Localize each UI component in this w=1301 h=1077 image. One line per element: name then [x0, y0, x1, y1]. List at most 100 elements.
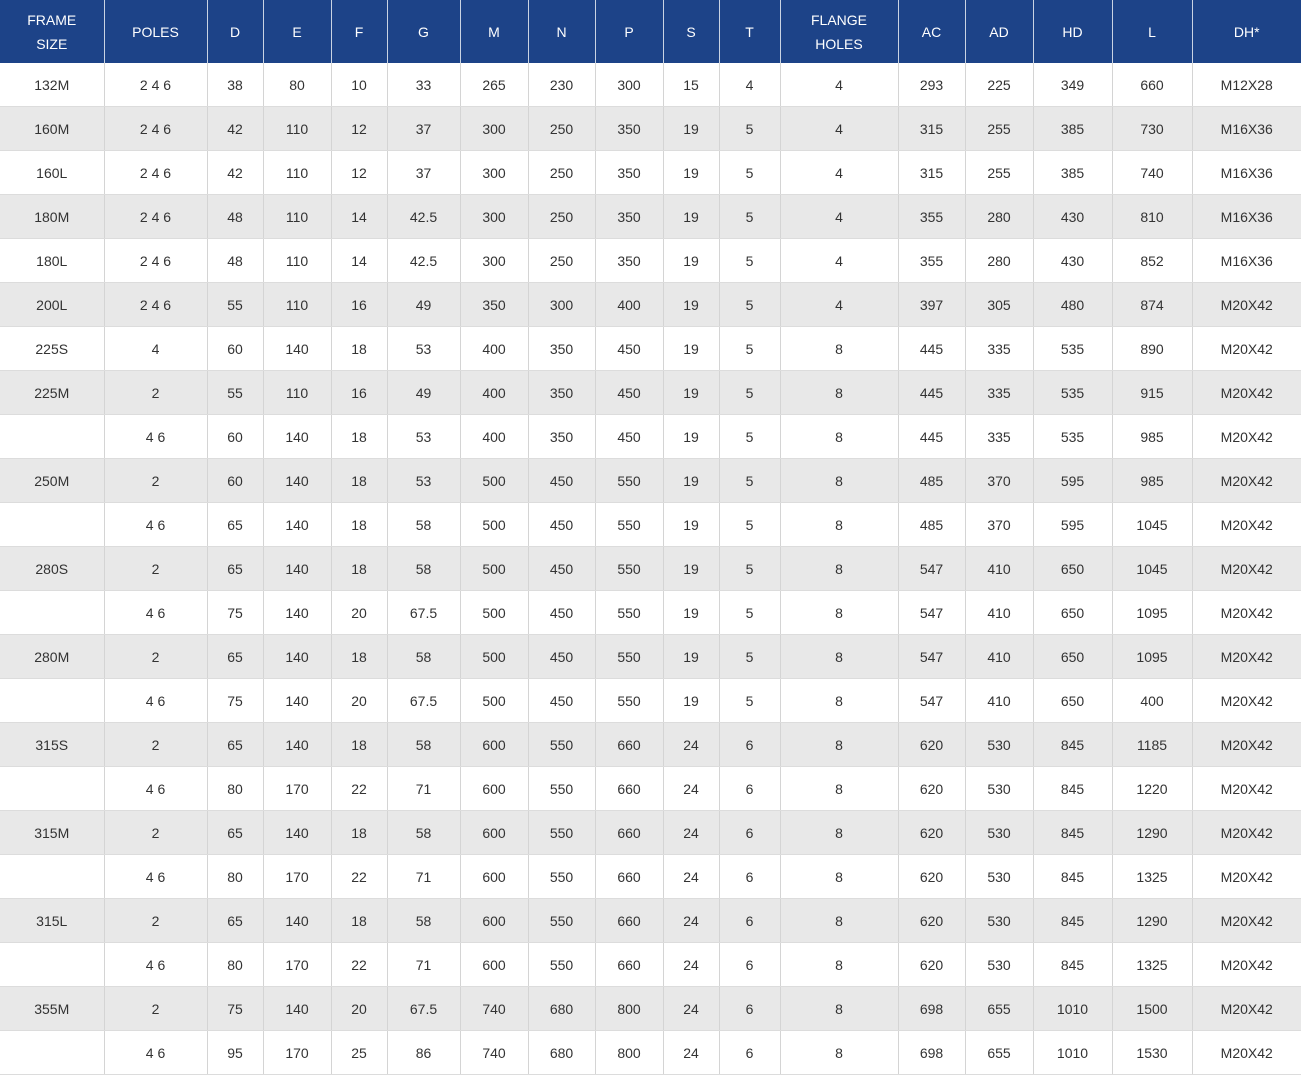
table-cell: M20X42 — [1192, 590, 1301, 635]
column-header: HD — [1033, 0, 1113, 63]
table-cell: 600 — [460, 898, 529, 943]
table-cell: 140 — [263, 634, 332, 679]
table-cell: 445 — [898, 326, 966, 371]
table-cell: 8 — [780, 678, 899, 723]
table-cell: 19 — [663, 194, 720, 239]
table-cell: 500 — [460, 634, 529, 679]
table-cell: 5 — [719, 194, 781, 239]
table-cell: 19 — [663, 502, 720, 547]
column-header: N — [528, 0, 596, 63]
table-cell: 140 — [263, 546, 332, 591]
table-cell: 698 — [898, 986, 966, 1031]
table-cell: 16 — [331, 282, 388, 327]
table-cell: 660 — [595, 722, 664, 767]
table-cell: 71 — [387, 766, 461, 811]
table-row: 355M 2 75 140 20 67.5 740 680 800 24 6 8 698 655 1010 1… — [0, 986, 1301, 1031]
table-cell: 86 — [387, 1030, 461, 1075]
table-cell: 650 — [1033, 546, 1113, 591]
table-cell: 660 — [595, 766, 664, 811]
table-cell: 550 — [595, 546, 664, 591]
column-header: S — [663, 0, 720, 63]
table-cell: 355 — [898, 194, 966, 239]
table-cell: 315S — [0, 722, 105, 767]
table-cell: 200L — [0, 282, 105, 327]
table-cell: 335 — [965, 326, 1034, 371]
table-cell: 8 — [780, 810, 899, 855]
table-cell: 2 — [104, 898, 208, 943]
table-cell: 5 — [719, 590, 781, 635]
table-cell: 550 — [528, 766, 596, 811]
table-cell: 2 — [104, 634, 208, 679]
column-header: G — [387, 0, 461, 63]
table-cell: 80 — [207, 854, 264, 899]
table-cell: 535 — [1033, 326, 1113, 371]
table-cell: 6 — [719, 986, 781, 1031]
table-cell: 500 — [460, 590, 529, 635]
table-cell: 19 — [663, 590, 720, 635]
table-cell: 6 — [719, 722, 781, 767]
table-cell: 4 6 — [104, 678, 208, 723]
table-cell: M20X42 — [1192, 414, 1301, 459]
table-cell: 335 — [965, 414, 1034, 459]
table-cell: 535 — [1033, 414, 1113, 459]
table-cell: 67.5 — [387, 590, 461, 635]
table-cell: 450 — [528, 502, 596, 547]
table-cell: 5 — [719, 546, 781, 591]
table-cell: 845 — [1033, 722, 1113, 767]
table-cell: M20X42 — [1192, 326, 1301, 371]
table-cell: 140 — [263, 898, 332, 943]
table-cell: 698 — [898, 1030, 966, 1075]
column-header: P — [595, 0, 664, 63]
table-cell: 4 — [780, 106, 899, 151]
table-cell: M12X28 — [1192, 63, 1301, 107]
table-cell: 740 — [460, 986, 529, 1031]
table-cell: 65 — [207, 634, 264, 679]
table-cell: 19 — [663, 150, 720, 195]
table-cell: 5 — [719, 502, 781, 547]
table-cell: M20X42 — [1192, 458, 1301, 503]
table-cell: M20X42 — [1192, 766, 1301, 811]
table-row: 225M 2 55 110 16 49 400 350 450 19 5 8 445 335 535 915 M… — [0, 370, 1301, 415]
table-cell: 1220 — [1112, 766, 1193, 811]
table-cell: 250 — [528, 106, 596, 151]
table-cell: 845 — [1033, 942, 1113, 987]
table-cell: 350 — [595, 150, 664, 195]
table-cell: 550 — [595, 678, 664, 723]
table-cell: 4 — [780, 282, 899, 327]
table-cell: 67.5 — [387, 678, 461, 723]
table-cell: 18 — [331, 326, 388, 371]
table-cell: 22 — [331, 942, 388, 987]
table-cell: 6 — [719, 854, 781, 899]
table-cell: 355M — [0, 986, 105, 1031]
table-cell: 385 — [1033, 150, 1113, 195]
table-cell: 8 — [780, 326, 899, 371]
table-cell: 350 — [460, 282, 529, 327]
table-cell: 2 4 6 — [104, 238, 208, 283]
table-cell: 730 — [1112, 106, 1193, 151]
table-cell: 110 — [263, 282, 332, 327]
table-cell: 620 — [898, 854, 966, 899]
table-cell: 37 — [387, 106, 461, 151]
table-row: 132M 2 4 6 38 80 10 33 265 230 300 15 4 4 293 225 349 6… — [0, 63, 1301, 107]
table-cell: 4 6 — [104, 942, 208, 987]
table-row: 200L 2 4 6 55 110 16 49 350 300 400 19 5 4 397 305 480… — [0, 282, 1301, 327]
table-cell: 250 — [528, 150, 596, 195]
table-cell: 5 — [719, 282, 781, 327]
table-cell: 450 — [528, 590, 596, 635]
table-cell: 60 — [207, 326, 264, 371]
table-cell: 58 — [387, 810, 461, 855]
table-cell: 655 — [965, 1030, 1034, 1075]
header-row: FRAME SIZE POLES D E F G M N P S T FLANGE HOLES AC AD… — [0, 0, 1301, 63]
table-cell: 80 — [207, 942, 264, 987]
table-cell: 350 — [595, 238, 664, 283]
table-cell: 550 — [595, 458, 664, 503]
table-cell: 19 — [663, 326, 720, 371]
table-cell: 58 — [387, 502, 461, 547]
table-row: 160M 2 4 6 42 110 12 37 300 250 350 19 5 4 315 255 385… — [0, 106, 1301, 151]
table-cell: 5 — [719, 678, 781, 723]
table-cell: 24 — [663, 942, 720, 987]
table-cell: 547 — [898, 634, 966, 679]
table-cell: 874 — [1112, 282, 1193, 327]
table-cell: 300 — [595, 63, 664, 107]
table-cell: 500 — [460, 458, 529, 503]
